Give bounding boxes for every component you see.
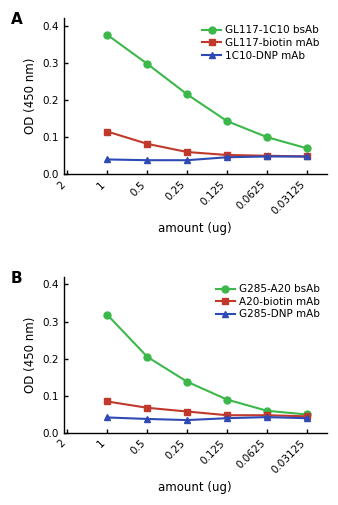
Legend: G285-A20 bsAb, A20-biotin mAb, G285-DNP mAb: G285-A20 bsAb, A20-biotin mAb, G285-DNP … xyxy=(214,282,322,322)
GL117-biotin mAb xyxy=(265,153,269,159)
GL117-biotin mAb xyxy=(185,149,189,155)
1C10-DNP mAb xyxy=(305,154,309,160)
G285-DNP mAb xyxy=(145,416,149,422)
GL117-1C10 bsAb xyxy=(185,91,189,97)
Line: A20-biotin mAb: A20-biotin mAb xyxy=(104,398,310,420)
GL117-biotin mAb xyxy=(105,129,110,135)
G285-DNP mAb xyxy=(305,415,309,421)
Y-axis label: OD (450 nm): OD (450 nm) xyxy=(24,58,37,134)
1C10-DNP mAb xyxy=(105,157,110,163)
A20-biotin mAb xyxy=(185,409,189,415)
GL117-1C10 bsAb xyxy=(105,32,110,38)
A20-biotin mAb xyxy=(305,413,309,419)
A20-biotin mAb xyxy=(145,405,149,411)
1C10-DNP mAb xyxy=(185,157,189,163)
Legend: GL117-1C10 bsAb, GL117-biotin mAb, 1C10-DNP mAb: GL117-1C10 bsAb, GL117-biotin mAb, 1C10-… xyxy=(200,23,322,63)
A20-biotin mAb xyxy=(265,412,269,418)
G285-A20 bsAb xyxy=(265,408,269,414)
Line: 1C10-DNP mAb: 1C10-DNP mAb xyxy=(104,153,310,164)
GL117-1C10 bsAb xyxy=(265,134,269,140)
GL117-biotin mAb xyxy=(225,152,229,158)
GL117-1C10 bsAb xyxy=(305,145,309,152)
GL117-biotin mAb xyxy=(305,154,309,160)
A20-biotin mAb xyxy=(105,398,110,405)
1C10-DNP mAb xyxy=(265,154,269,160)
X-axis label: amount (ug): amount (ug) xyxy=(159,222,232,235)
1C10-DNP mAb xyxy=(225,154,229,160)
Line: GL117-1C10 bsAb: GL117-1C10 bsAb xyxy=(104,31,310,152)
Y-axis label: OD (450 nm): OD (450 nm) xyxy=(24,317,37,393)
G285-A20 bsAb xyxy=(185,379,189,385)
G285-A20 bsAb xyxy=(225,396,229,402)
G285-A20 bsAb xyxy=(145,354,149,360)
G285-DNP mAb xyxy=(225,415,229,421)
G285-DNP mAb xyxy=(185,417,189,423)
1C10-DNP mAb xyxy=(145,157,149,163)
G285-A20 bsAb xyxy=(305,412,309,418)
Text: A: A xyxy=(11,12,23,27)
Line: G285-DNP mAb: G285-DNP mAb xyxy=(104,414,310,424)
X-axis label: amount (ug): amount (ug) xyxy=(159,481,232,494)
G285-DNP mAb xyxy=(105,415,110,421)
Line: G285-A20 bsAb: G285-A20 bsAb xyxy=(104,312,310,418)
A20-biotin mAb xyxy=(225,412,229,418)
GL117-biotin mAb xyxy=(145,141,149,147)
Text: B: B xyxy=(11,271,22,286)
G285-A20 bsAb xyxy=(105,312,110,318)
G285-DNP mAb xyxy=(265,414,269,420)
GL117-1C10 bsAb xyxy=(145,61,149,67)
GL117-1C10 bsAb xyxy=(225,118,229,124)
Line: GL117-biotin mAb: GL117-biotin mAb xyxy=(104,128,310,160)
